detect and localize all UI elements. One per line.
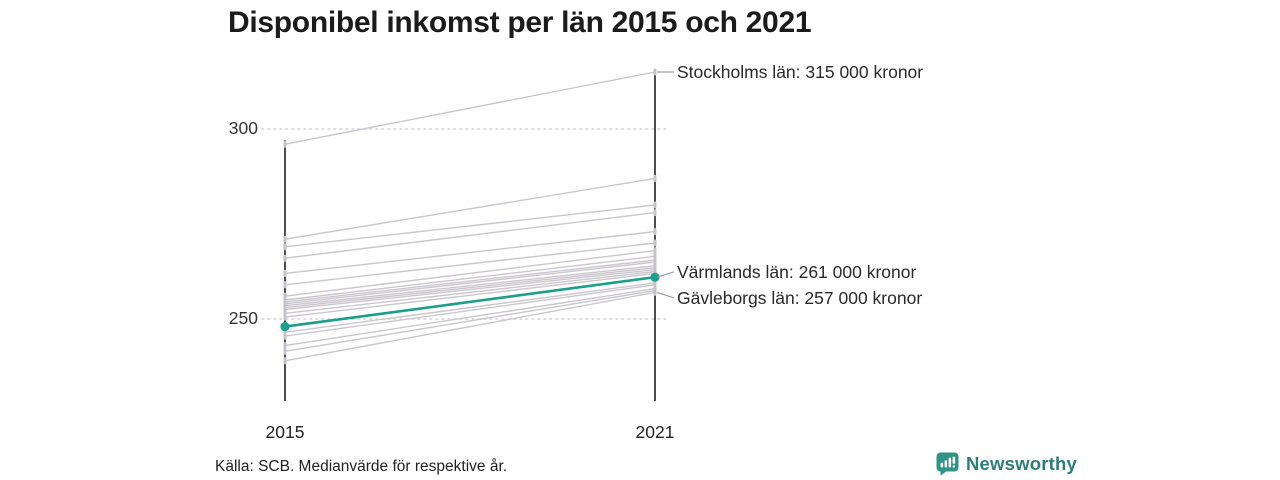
endpoint-marker — [283, 243, 287, 251]
endpoint-marker — [283, 357, 287, 365]
endpoint-marker — [653, 239, 657, 247]
endpoint-marker — [283, 254, 287, 262]
slope-line — [284, 265, 656, 307]
endpoint-marker — [283, 332, 287, 340]
slope-line — [284, 289, 656, 352]
x-tick-label: 2015 — [265, 422, 305, 442]
slope-line — [284, 259, 656, 303]
slope-line — [284, 204, 656, 248]
slope-line — [284, 268, 656, 311]
slope-line — [284, 177, 656, 240]
slope-line-highlight — [284, 275, 656, 328]
endpoint-marker — [283, 269, 287, 277]
leader-line — [656, 271, 675, 278]
endpoint-marker — [653, 201, 657, 209]
annotation-label: Värmlands län: 261 000 kronor — [677, 261, 917, 282]
slope-line — [284, 230, 656, 275]
endpoint-marker — [653, 228, 657, 236]
endpoint-marker — [653, 68, 657, 76]
slope-line — [284, 284, 656, 337]
source-note: Källa: SCB. Medianvärde för respektive å… — [215, 458, 508, 475]
endpoint-marker — [283, 140, 287, 148]
leader-line — [656, 291, 675, 299]
slope-line — [284, 267, 656, 309]
endpoint-marker — [653, 209, 657, 217]
endpoint-marker — [653, 288, 657, 296]
slope-line — [284, 272, 656, 318]
endpoint-marker — [653, 247, 657, 255]
annotation-label: Gävleborgs län: 257 000 kronor — [677, 287, 923, 308]
slope-line — [284, 291, 656, 362]
chart-title: Disponibel inkomst per län 2015 och 2021 — [228, 6, 812, 39]
slope-line — [284, 211, 656, 259]
endpoint-marker — [283, 281, 287, 289]
slope-line — [284, 270, 656, 314]
slope-line — [284, 261, 656, 305]
y-tick-label: 250 — [228, 308, 258, 328]
endpoint-dot — [280, 322, 290, 332]
endpoint-marker — [283, 347, 287, 355]
slope-line — [284, 249, 656, 297]
newsworthy-wordmark: Newsworthy — [966, 453, 1077, 474]
slope-line — [284, 282, 656, 333]
endpoint-marker — [283, 235, 287, 243]
slope-line — [284, 255, 656, 301]
endpoint-dot — [650, 272, 660, 282]
y-tick-label: 300 — [228, 118, 258, 138]
slope-line — [284, 287, 656, 347]
annotation-label: Stockholms län: 315 000 kronor — [677, 62, 924, 82]
newsworthy-logo[interactable]: Newsworthy — [936, 452, 1077, 476]
newsworthy-bar-chart-icon — [936, 452, 959, 476]
x-tick-label: 2021 — [635, 422, 675, 442]
endpoint-marker — [653, 174, 657, 182]
slope-line — [284, 71, 656, 145]
endpoint-marker — [283, 342, 287, 350]
endpoint-marker — [283, 313, 287, 321]
slope-line — [284, 242, 656, 286]
